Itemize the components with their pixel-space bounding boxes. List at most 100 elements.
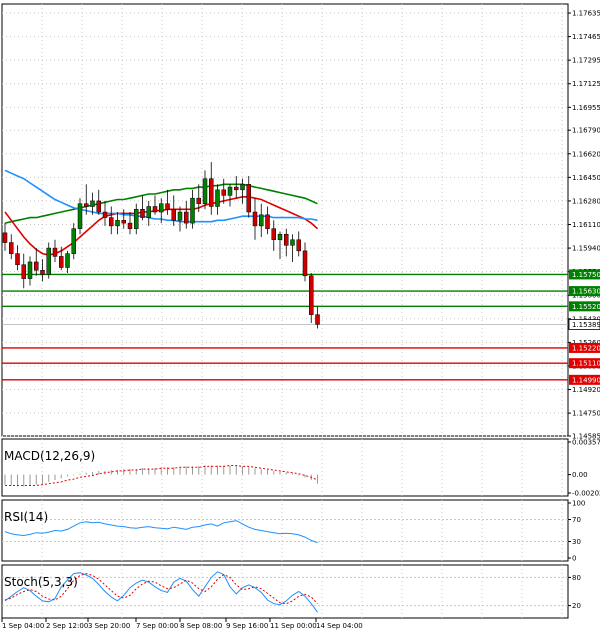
candle-body — [252, 211, 258, 227]
candle-body — [90, 200, 95, 207]
candle-body — [71, 228, 76, 254]
price-tick-label: 1.14750 — [572, 410, 600, 418]
candle-body — [9, 242, 14, 254]
candle-body — [190, 197, 195, 224]
time-tick-label: 9 Sep 16:00 — [226, 622, 268, 630]
candle-body — [259, 214, 264, 227]
candle-body — [152, 206, 158, 213]
current-price-tag — [568, 319, 600, 330]
candle-body — [177, 211, 183, 221]
candle-body — [84, 203, 89, 207]
rsi-line — [4, 520, 318, 544]
candle-body — [171, 209, 176, 221]
candle-body — [165, 203, 170, 210]
price-tick-label: 1.16110 — [572, 221, 600, 229]
candle-body — [121, 220, 126, 224]
indicator-tick-label: 70 — [572, 516, 581, 524]
indicator-tick-label: -0.002021 — [572, 490, 600, 498]
level-tag — [569, 342, 600, 353]
level-tag-label: 1.15520 — [572, 303, 600, 311]
level-tag — [569, 286, 600, 297]
price-panel: 1.17635 1.17465 1.17295 1.17125 1.16955 1.167… — [1, 3, 600, 441]
candle-body — [296, 239, 301, 252]
price-tick-label: 1.14585 — [572, 433, 600, 441]
macd-panel-frame — [1, 438, 569, 497]
level-tag — [569, 358, 600, 369]
candle-body — [302, 250, 308, 277]
price-tick-label: 1.16955 — [572, 104, 600, 112]
candle-body — [159, 203, 164, 213]
level-tag-label: 1.15220 — [572, 344, 600, 352]
time-tick-label: 8 Sep 08:00 — [180, 622, 222, 630]
candle-body — [221, 189, 226, 196]
candle-body — [290, 239, 295, 246]
indicator-tick-label: 80 — [572, 574, 581, 582]
indicator-tick-label: 0.00 — [572, 471, 588, 479]
stoch-panel-frame — [1, 564, 569, 619]
candle-body — [102, 211, 108, 218]
candle-body — [146, 206, 151, 218]
candle-body — [271, 228, 276, 241]
candle-body — [184, 211, 189, 224]
candle-body — [215, 189, 220, 207]
candle-body — [209, 178, 214, 207]
level-tag-label: 1.15630 — [572, 288, 600, 296]
price-tick-label: 1.16450 — [572, 174, 600, 182]
rsi-panel: 100 70 30 0 RSI(14) — [1, 499, 585, 563]
macd-panel: 0.003576 0.00 -0.002021 MACD(12,26,9) — [1, 438, 600, 498]
moving-average-line — [4, 183, 318, 224]
rsi-panel-frame — [1, 499, 569, 562]
level-tag — [569, 301, 600, 312]
candle-body — [21, 264, 26, 279]
macd-signal-line — [5, 465, 318, 486]
price-tick-label: 1.16790 — [572, 127, 600, 135]
candle-body — [277, 233, 283, 241]
indicator-tick-label: 100 — [572, 500, 585, 508]
candle-body — [65, 253, 70, 268]
price-tick-label: 1.16620 — [572, 150, 600, 158]
candle-body — [315, 314, 320, 325]
indicator-name: RSI(14) — [4, 510, 48, 524]
price-panel-frame — [1, 3, 569, 437]
candle-body — [96, 200, 101, 213]
candle-body — [246, 184, 251, 213]
candle-body — [196, 197, 201, 204]
candle-body — [284, 233, 289, 246]
candle-body — [240, 184, 245, 191]
candle-body — [2, 232, 8, 243]
candle-body — [15, 253, 20, 265]
candle-body — [227, 186, 233, 196]
price-tick-label: 1.16280 — [572, 197, 600, 205]
candle-body — [59, 256, 64, 268]
time-tick-label: 11 Sep 00:00 — [270, 622, 317, 630]
level-tag — [569, 269, 600, 280]
candle-body — [27, 261, 33, 279]
candle-body — [40, 270, 45, 275]
price-tick-label: 1.15940 — [572, 245, 600, 253]
candle-body — [127, 222, 133, 229]
level-tag-label: 1.15750 — [572, 271, 600, 279]
candle-body — [109, 217, 114, 227]
indicator-tick-label: 0 — [572, 555, 576, 563]
price-tick-label: 1.17295 — [572, 57, 600, 65]
candle-body — [202, 178, 208, 204]
indicator-name: Stoch(5,3,3) — [4, 575, 78, 589]
time-tick-label: 7 Sep 00:00 — [136, 622, 178, 630]
price-tick-label: 1.17635 — [572, 10, 600, 18]
candle-body — [134, 209, 139, 229]
indicator-tick-label: 20 — [572, 602, 581, 610]
stoch-k-line — [4, 571, 318, 613]
candle-body — [46, 247, 51, 275]
price-tick-label: 1.15260 — [572, 339, 600, 347]
stoch-d-line — [4, 573, 318, 605]
price-tick-label: 1.17125 — [572, 80, 600, 88]
candle-body — [140, 209, 145, 218]
candle-body — [265, 214, 270, 229]
candle-body — [309, 275, 314, 315]
time-tick-label: 2 Sep 12:00 — [46, 622, 88, 630]
time-tick-label: 1 Sep 04:00 — [2, 622, 44, 630]
level-tag-label: 1.14990 — [572, 376, 600, 384]
time-tick-label: 14 Sep 04:00 — [316, 622, 363, 630]
candle-body — [52, 247, 58, 257]
